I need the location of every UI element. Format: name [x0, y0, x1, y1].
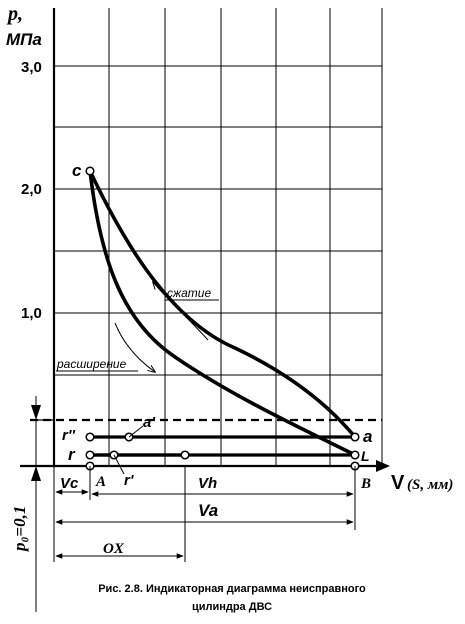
caption-line-1: Рис. 2.8. Индикаторная диаграмма неиспра…	[98, 583, 366, 595]
point-l	[350, 450, 360, 460]
point-r	[85, 450, 95, 460]
point-c	[85, 166, 95, 176]
label-vc: Vc	[60, 475, 79, 492]
label-r-double-prime: r''	[62, 427, 75, 444]
label-a-prime: a'	[143, 414, 155, 431]
point-r-double-prime	[85, 432, 95, 442]
x-axis-label-v: V	[391, 472, 405, 494]
point-a	[350, 432, 360, 442]
label-r: r	[68, 445, 76, 464]
x-axis-label-rest: (S, мм)	[407, 477, 453, 493]
y-axis-label-unit: МПа	[6, 30, 42, 49]
grid	[54, 8, 383, 466]
p0-arrow-up	[31, 466, 41, 481]
label-va: Va	[198, 501, 218, 520]
a-prime-leader	[128, 425, 144, 438]
label-compression: сжатие	[167, 286, 211, 300]
label-vh: Vh	[198, 475, 217, 492]
x-axis-arrow	[376, 460, 390, 472]
label-r-prime: r'	[124, 472, 134, 489]
label-l: L	[361, 448, 370, 464]
label-ox: OX	[103, 541, 125, 557]
label-c: c	[72, 161, 82, 180]
y-tick-3: 3,0	[21, 59, 42, 76]
expansion-curve	[88, 170, 356, 457]
compression-curve	[88, 170, 357, 439]
p0-arrow-down	[31, 405, 41, 420]
point-ox-end	[180, 450, 190, 460]
point-markers	[85, 166, 360, 471]
y-tick-2: 2,0	[21, 181, 42, 198]
y-tick-1: 1,0	[21, 305, 42, 322]
compression-arrow	[153, 282, 209, 341]
label-A: A	[95, 474, 106, 490]
label-B: B	[360, 476, 371, 492]
r-prime-leader	[113, 454, 125, 475]
dimension-lines	[53, 466, 356, 562]
y-axis-label-p: p,	[6, 3, 23, 25]
caption-line-2: цилиндра ДВС	[192, 601, 272, 613]
p0-label: p₀=0,1	[10, 506, 29, 553]
label-expansion: расширение	[56, 357, 127, 371]
label-a: a	[363, 427, 372, 446]
expansion-arrow	[114, 322, 155, 372]
